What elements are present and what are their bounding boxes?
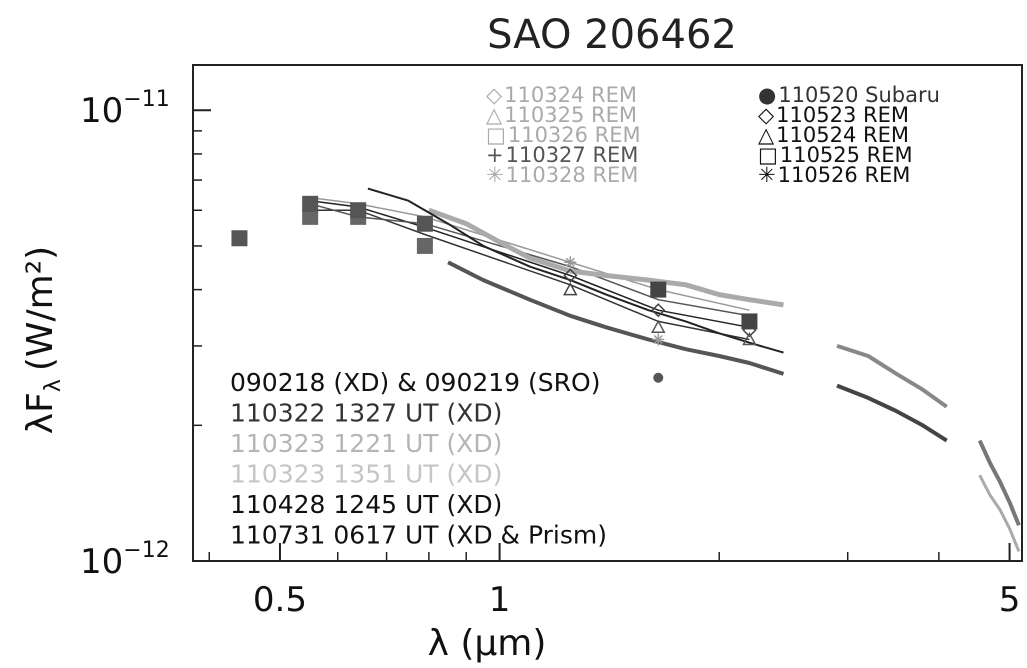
left-legend-entry-3: +110327 REM (486, 143, 638, 167)
spectrum-line-5 (977, 439, 1021, 527)
chart-title: SAO 206462 (487, 12, 737, 58)
y-axis-label-main: λF (20, 392, 61, 434)
spectrum-line-2 (447, 260, 785, 376)
left-legend-entry-4: ✳110328 REM (486, 163, 638, 187)
right-legend-label-2: 110524 REM (776, 123, 909, 147)
spectrum-line-3 (836, 343, 948, 409)
data-point-14 (653, 372, 664, 383)
right-legend-label-0: 110520 Subaru (778, 83, 940, 107)
right-legend-entry-0: ●110520 Subaru (758, 83, 940, 107)
data-point-4 (350, 202, 367, 219)
y-tick-mantissa-1: 10 (80, 542, 123, 582)
y-axis-label-unit: (W/m²) (20, 246, 61, 371)
spectrum-line-6 (978, 474, 1021, 552)
y-axis-label: λFλ (W/m²) (20, 246, 66, 434)
right-legend-symbol-2: △ (758, 123, 775, 147)
left-legend-symbol-0: ◇ (486, 83, 503, 107)
x-tick-label-1: 1 (489, 580, 511, 620)
y-axis-label-sub: λ (41, 379, 66, 392)
data-point-2 (302, 195, 319, 212)
spectra-legend-entry-2: 110323 1221 UT (XD) (230, 429, 502, 458)
data-point-17 (742, 331, 757, 346)
left-legend-label-3: 110327 REM (506, 143, 639, 167)
left-legend-symbol-4: ✳ (486, 163, 504, 187)
legend-layer: ◇110324 REM△110325 REM□110326 REM+110327… (486, 83, 940, 187)
right-legend-entry-1: ◇110523 REM (758, 103, 909, 127)
data-point-0 (231, 230, 248, 247)
right-legend-entry-2: △110524 REM (758, 123, 909, 147)
left-legend-symbol-3: + (486, 143, 504, 167)
left-legend-label-2: 110326 REM (508, 123, 641, 147)
data-point-16 (742, 323, 757, 338)
y-tick-exponent-0: −11 (123, 87, 169, 112)
data-point-10 (650, 281, 667, 298)
right-legend-symbol-4: ✳ (758, 163, 776, 187)
y-tick-label-1: 10−12 (80, 538, 170, 582)
x-axis-label: λ (μm) (428, 623, 547, 664)
x-tick-label-0: 0.5 (253, 580, 307, 620)
data-point-1 (302, 208, 319, 225)
spectra-legend-entry-5: 110731 0617 UT (XD & Prism) (230, 521, 607, 550)
left-legend-entry-0: ◇110324 REM (486, 83, 637, 107)
plot-frame (192, 64, 1023, 562)
points-layer (231, 195, 758, 383)
left-legend-symbol-2: □ (486, 123, 506, 147)
right-legend-label-4: 110526 REM (778, 163, 911, 187)
right-legend-symbol-1: ◇ (758, 103, 775, 127)
spectra-legend-entry-3: 110323 1351 UT (XD) (230, 460, 502, 489)
left-legend-entry-2: □110326 REM (486, 123, 641, 147)
right-legend-symbol-0: ● (758, 83, 776, 107)
left-legend-entry-1: △110325 REM (486, 103, 637, 127)
spectra-legend-entry-1: 110322 1327 UT (XD) (230, 399, 502, 428)
right-legend-entry-3: □110525 REM (758, 143, 913, 167)
right-legend-entry-4: ✳110526 REM (758, 163, 910, 187)
right-legend-symbol-3: □ (758, 143, 778, 167)
data-point-12 (651, 319, 666, 334)
data-point-15 (741, 313, 758, 330)
data-point-5 (416, 237, 433, 254)
data-point-11 (651, 303, 666, 318)
left-legend-label-4: 110328 REM (506, 163, 639, 187)
spectra-legend-entry-4: 110428 1245 UT (XD) (230, 490, 502, 519)
data-point-7 (563, 268, 578, 283)
spectra-legend-entry-0: 090218 (XD) & 090219 (SRO) (230, 368, 600, 397)
data-point-6 (416, 215, 433, 232)
spectrum-line-4 (836, 383, 948, 443)
y-tick-label-0: 10−11 (80, 87, 170, 131)
right-legend-label-1: 110523 REM (776, 103, 909, 127)
y-tick-exponent-1: −12 (123, 538, 169, 563)
data-point-13 (652, 333, 665, 346)
left-legend-symbol-1: △ (486, 103, 503, 127)
spectra-legend: 090218 (XD) & 090219 (SRO)110322 1327 UT… (230, 368, 607, 550)
left-legend-label-0: 110324 REM (504, 83, 637, 107)
spectrum-line-0 (428, 207, 784, 308)
spectrum-line-1 (367, 187, 784, 354)
photometry-line-0 (310, 199, 750, 329)
x-tick-label-2: 5 (999, 580, 1021, 620)
right-legend-label-3: 110525 REM (780, 143, 913, 167)
y-tick-mantissa-0: 10 (80, 91, 123, 131)
left-legend-label-1: 110325 REM (504, 103, 637, 127)
data-point-9 (564, 256, 577, 269)
data-point-8 (563, 282, 578, 296)
